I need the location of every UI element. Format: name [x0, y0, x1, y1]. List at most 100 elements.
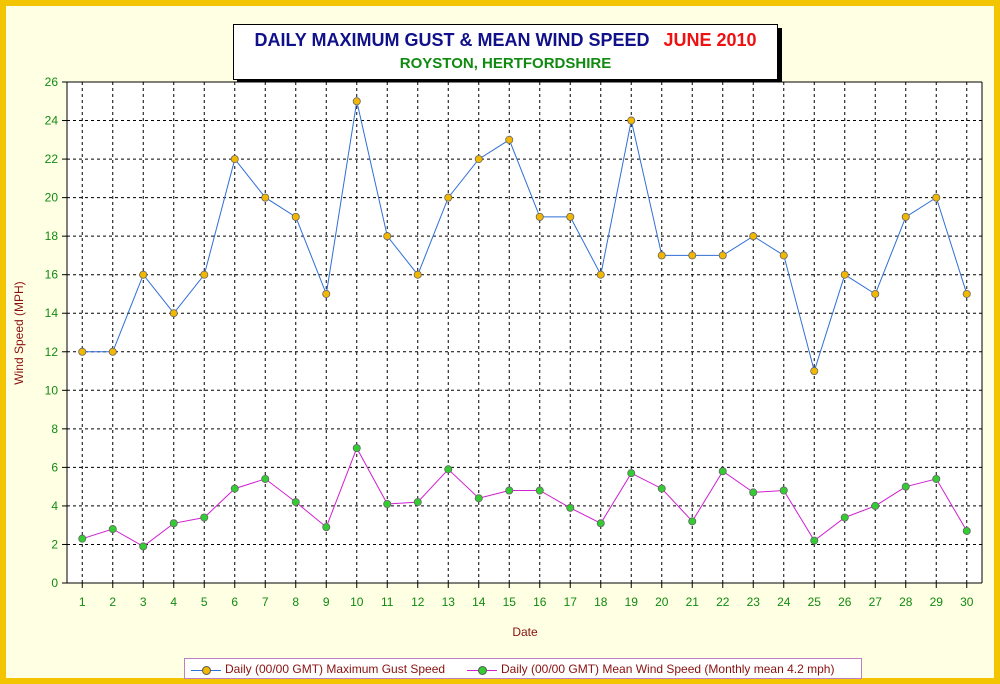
- title-line: DAILY MAXIMUM GUST & MEAN WIND SPEED JUNE…: [234, 30, 777, 51]
- data-point-s0-d5: [200, 270, 209, 279]
- series-points: [78, 97, 971, 551]
- x-axis: 1 2 3 4 5 6 7 8 9 10 11 12 13 14 15 16 17 18 19 20 21 22 23 24 2…: [67, 582, 982, 609]
- data-point-s1-d30: [962, 526, 971, 535]
- x-tick-label: 15: [503, 595, 517, 609]
- x-tick-label: 10: [350, 595, 364, 609]
- data-point-s0-d10: [352, 97, 361, 106]
- data-point-s1-d1: [78, 534, 87, 543]
- data-point-s0-d11: [383, 232, 392, 241]
- data-point-s1-d25: [810, 536, 819, 545]
- data-point-s0-d2: [108, 347, 117, 356]
- x-tick-label: 22: [716, 595, 730, 609]
- data-point-s1-d20: [657, 484, 666, 493]
- x-tick-label: 13: [442, 595, 456, 609]
- x-tick-label: 8: [292, 595, 299, 609]
- data-point-s0-d9: [322, 289, 331, 298]
- x-tick-label: 2: [109, 595, 116, 609]
- legend-label-gust: Daily (00/00 GMT) Maximum Gust Speed: [225, 662, 446, 676]
- data-point-s0-d25: [810, 367, 819, 376]
- x-tick-label: 19: [625, 595, 639, 609]
- x-tick-label: 18: [594, 595, 608, 609]
- x-tick-label: 9: [323, 595, 330, 609]
- chart-title-period: JUNE 2010: [663, 30, 757, 50]
- x-tick-label: 14: [472, 595, 486, 609]
- data-point-s0-d21: [688, 251, 697, 260]
- x-tick-label: 3: [140, 595, 147, 609]
- data-point-s0-d13: [444, 193, 453, 202]
- data-point-s1-d4: [169, 519, 178, 528]
- data-point-s0-d18: [596, 270, 605, 279]
- x-tick-label: 28: [899, 595, 913, 609]
- data-point-s0-d23: [749, 232, 758, 241]
- x-tick-label: 30: [960, 595, 974, 609]
- y-tick-label: 12: [45, 345, 59, 359]
- data-point-s1-d24: [779, 486, 788, 495]
- legend-label-mean: Daily (00/00 GMT) Mean Wind Speed (Month…: [501, 662, 835, 676]
- data-point-s1-d21: [688, 517, 697, 526]
- y-tick-label: 2: [51, 537, 58, 551]
- legend: Daily (00/00 GMT) Maximum Gust Speed Dai…: [184, 658, 862, 679]
- data-point-s0-d27: [871, 289, 880, 298]
- data-point-s1-d14: [474, 494, 483, 503]
- data-point-s1-d12: [413, 498, 422, 507]
- data-point-s1-d29: [932, 474, 941, 483]
- data-point-s0-d6: [230, 155, 239, 164]
- data-point-s0-d7: [261, 193, 270, 202]
- y-tick-label: 8: [51, 422, 58, 436]
- data-point-s1-d6: [230, 484, 239, 493]
- x-tick-label: 17: [564, 595, 578, 609]
- chart-subtitle: ROYSTON, HERTFORDSHIRE: [399, 55, 612, 72]
- data-point-s1-d27: [871, 501, 880, 510]
- data-point-s0-d3: [139, 270, 148, 279]
- data-point-s1-d9: [322, 523, 331, 532]
- y-tick-label: 4: [51, 499, 58, 513]
- y-tick-label: 14: [45, 306, 59, 320]
- y-tick-label: 16: [45, 268, 59, 282]
- data-point-s0-d20: [657, 251, 666, 260]
- x-tick-label: 1: [79, 595, 86, 609]
- x-tick-label: 27: [869, 595, 883, 609]
- x-tick-label: 11: [381, 595, 394, 609]
- data-point-s0-d16: [535, 212, 544, 221]
- grid: [67, 81, 983, 583]
- y-tick-label: 10: [45, 383, 59, 397]
- x-tick-label: 5: [201, 595, 208, 609]
- data-point-s1-d18: [596, 519, 605, 528]
- data-point-s0-d22: [718, 251, 727, 260]
- data-point-s0-d28: [901, 212, 910, 221]
- data-point-s1-d5: [200, 513, 209, 522]
- data-point-s0-d1: [78, 347, 87, 356]
- y-tick-label: 26: [45, 75, 59, 89]
- data-point-s0-d26: [840, 270, 849, 279]
- plot-area: [67, 82, 982, 583]
- data-point-s1-d26: [840, 513, 849, 522]
- y-tick-label: 6: [51, 460, 58, 474]
- x-tick-label: 20: [655, 595, 669, 609]
- data-point-s1-d22: [718, 467, 727, 476]
- y-tick-label: 18: [45, 229, 59, 243]
- series-line-1: [82, 446, 968, 547]
- data-point-s1-d11: [383, 499, 392, 508]
- data-point-s0-d8: [291, 212, 300, 221]
- chart-title: DAILY MAXIMUM GUST & MEAN WIND SPEED: [254, 30, 650, 50]
- data-point-s1-d10: [352, 444, 361, 453]
- x-tick-label: 23: [747, 595, 761, 609]
- title-box: DAILY MAXIMUM GUST & MEAN WIND SPEED JUNE…: [233, 24, 778, 80]
- data-point-s1-d3: [139, 542, 148, 551]
- data-point-s0-d14: [474, 155, 483, 164]
- y-tick-label: 22: [45, 152, 59, 166]
- data-point-s1-d7: [261, 474, 270, 483]
- data-point-s1-d19: [627, 469, 636, 478]
- data-point-s0-d12: [413, 270, 422, 279]
- data-point-s1-d16: [535, 486, 544, 495]
- legend-item-mean: Daily (00/00 GMT) Mean Wind Speed (Month…: [467, 662, 834, 676]
- data-point-s0-d30: [962, 289, 971, 298]
- x-tick-label: 4: [170, 595, 177, 609]
- x-tick-label: 7: [262, 595, 269, 609]
- x-tick-label: 26: [838, 595, 852, 609]
- data-point-s1-d13: [444, 465, 453, 474]
- data-point-s0-d4: [169, 309, 178, 318]
- legend-swatch-mean: [467, 664, 497, 676]
